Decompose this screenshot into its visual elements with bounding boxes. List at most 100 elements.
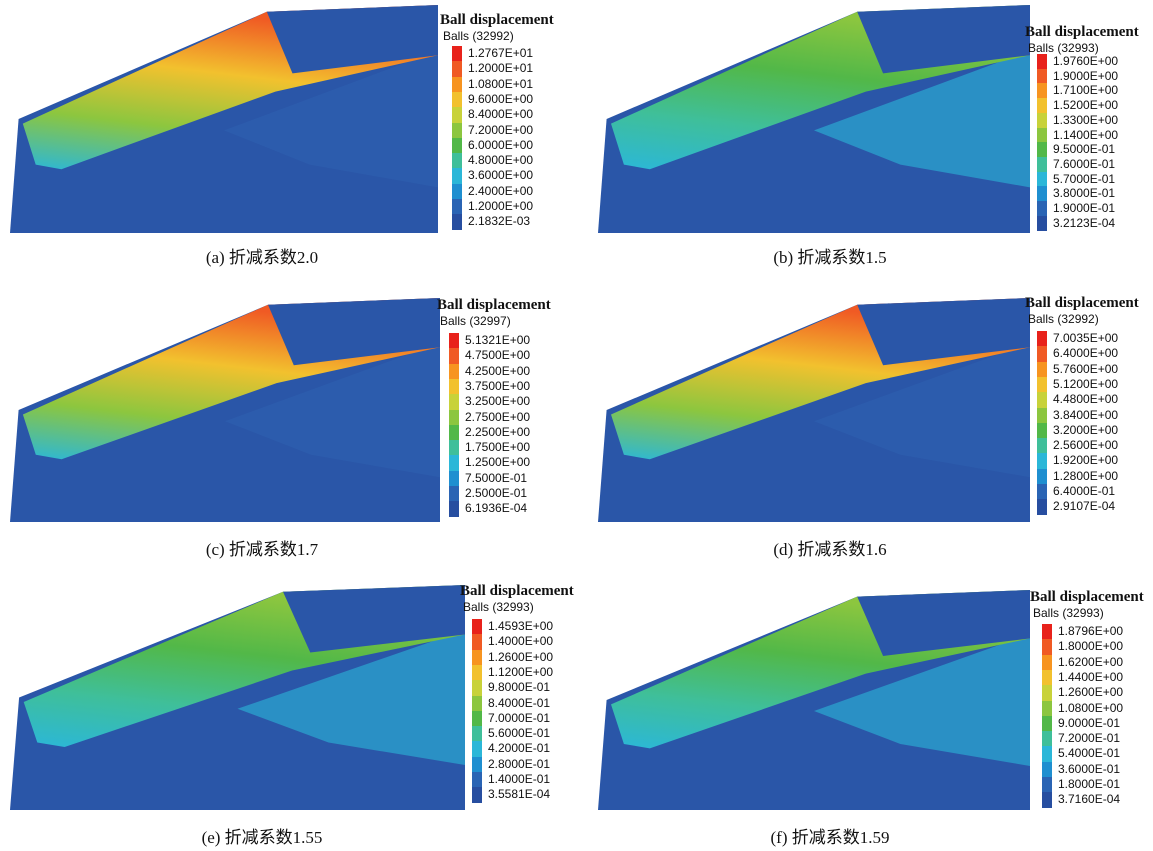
legend-label: 1.4000E-01	[488, 772, 550, 786]
legend-label: 7.2000E+00	[468, 123, 533, 137]
legend-label: 2.5000E-01	[465, 486, 527, 500]
legend-swatch	[1037, 83, 1047, 98]
legend-count: Balls (32993)	[463, 600, 534, 614]
legend-label: 9.0000E-01	[1058, 716, 1120, 730]
legend-swatch	[1037, 216, 1047, 231]
legend-label: 1.5200E+00	[1053, 98, 1118, 112]
legend-label: 6.1936E-04	[465, 501, 527, 515]
legend-label: 4.2500E+00	[465, 364, 530, 378]
legend-count: Balls (32993)	[1028, 41, 1099, 55]
simulation-image	[598, 5, 1030, 233]
legend-swatch	[449, 501, 459, 517]
legend-swatch	[1037, 377, 1047, 393]
legend-label: 9.5000E-01	[1053, 142, 1115, 156]
legend-label: 1.0800E+01	[468, 77, 533, 91]
legend-label: 3.8000E-01	[1053, 186, 1115, 200]
legend-swatch	[1037, 172, 1047, 187]
legend-label: 2.7500E+00	[465, 410, 530, 424]
legend-swatch	[1037, 98, 1047, 113]
legend-swatch	[449, 486, 459, 502]
legend-label: 1.3300E+00	[1053, 113, 1118, 127]
legend-swatch	[452, 77, 462, 93]
caption: (b) 折减系数1.5	[773, 243, 886, 268]
legend-swatch	[472, 787, 482, 803]
legend-swatch	[1042, 731, 1052, 747]
legend-label: 8.4000E+00	[468, 107, 533, 121]
legend-count: Balls (32992)	[1028, 312, 1099, 326]
legend-swatch	[1042, 624, 1052, 640]
simulation-image	[10, 298, 440, 522]
legend-swatch	[472, 757, 482, 773]
caption: (d) 折减系数1.6	[773, 535, 886, 560]
legend-swatch	[472, 772, 482, 788]
legend-swatch	[449, 348, 459, 364]
legend-label: 5.1321E+00	[465, 333, 530, 347]
legend-swatch	[1037, 186, 1047, 201]
legend-label: 3.2500E+00	[465, 394, 530, 408]
legend-swatch	[472, 650, 482, 666]
legend-swatch	[452, 46, 462, 62]
caption: (c) 折减系数1.7	[206, 535, 318, 560]
legend-swatch	[472, 726, 482, 742]
figure: Ball displacementBalls (32992)1.2767E+01…	[0, 0, 1153, 851]
legend-label: 4.4800E+00	[1053, 392, 1118, 406]
legend-label: 8.4000E-01	[488, 696, 550, 710]
legend-label: 5.6000E-01	[488, 726, 550, 740]
legend-label: 1.8000E-01	[1058, 777, 1120, 791]
legend-swatch	[1037, 469, 1047, 485]
legend-swatch	[452, 138, 462, 154]
legend-swatch	[449, 410, 459, 426]
legend-swatch	[449, 379, 459, 395]
legend-swatch	[1042, 701, 1052, 717]
legend-swatch	[452, 199, 462, 215]
legend-label: 7.2000E-01	[1058, 731, 1120, 745]
legend-title: Ball displacement	[1025, 24, 1139, 41]
legend-swatch	[449, 440, 459, 456]
legend-swatch	[452, 153, 462, 169]
legend-label: 1.9760E+00	[1053, 54, 1118, 68]
legend-label: 2.5600E+00	[1053, 438, 1118, 452]
legend-label: 7.6000E-01	[1053, 157, 1115, 171]
legend-label: 3.7160E-04	[1058, 792, 1120, 806]
legend-swatch	[1037, 362, 1047, 378]
legend-label: 2.9107E-04	[1053, 499, 1115, 513]
legend-label: 1.2500E+00	[465, 455, 530, 469]
legend-label: 2.1832E-03	[468, 214, 530, 228]
legend-title: Ball displacement	[460, 583, 574, 600]
legend-swatch	[1037, 346, 1047, 362]
caption: (e) 折减系数1.55	[202, 823, 323, 848]
legend-label: 6.4000E+00	[1053, 346, 1118, 360]
legend-title: Ball displacement	[1030, 589, 1144, 606]
legend-label: 6.0000E+00	[468, 138, 533, 152]
caption: (f) 折减系数1.59	[771, 823, 890, 848]
legend-label: 7.5000E-01	[465, 471, 527, 485]
legend-label: 1.1200E+00	[488, 665, 553, 679]
legend-swatch	[1037, 408, 1047, 424]
legend-label: 1.2000E+00	[468, 199, 533, 213]
legend-swatch	[1037, 157, 1047, 172]
legend-label: 5.4000E-01	[1058, 746, 1120, 760]
legend-swatch	[449, 471, 459, 487]
legend-label: 1.4000E+00	[488, 634, 553, 648]
legend-label: 1.2800E+00	[1053, 469, 1118, 483]
legend-label: 9.6000E+00	[468, 92, 533, 106]
legend-swatch	[1037, 128, 1047, 143]
legend-title: Ball displacement	[437, 297, 551, 314]
legend-swatch	[1042, 655, 1052, 671]
legend-swatch	[1037, 499, 1047, 515]
legend-label: 5.7600E+00	[1053, 362, 1118, 376]
legend-swatch	[472, 711, 482, 727]
legend-swatch	[1042, 716, 1052, 732]
legend-label: 2.8000E-01	[488, 757, 550, 771]
legend-label: 1.7100E+00	[1053, 83, 1118, 97]
legend-label: 3.5581E-04	[488, 787, 550, 801]
legend-label: 1.8000E+00	[1058, 639, 1123, 653]
legend-label: 7.0035E+00	[1053, 331, 1118, 345]
legend-swatch	[472, 741, 482, 757]
legend-label: 1.6200E+00	[1058, 655, 1123, 669]
legend-swatch	[1037, 54, 1047, 69]
legend-swatch	[1037, 113, 1047, 128]
legend-label: 1.9200E+00	[1053, 453, 1118, 467]
legend-label: 1.8796E+00	[1058, 624, 1123, 638]
legend-swatch	[1037, 423, 1047, 439]
